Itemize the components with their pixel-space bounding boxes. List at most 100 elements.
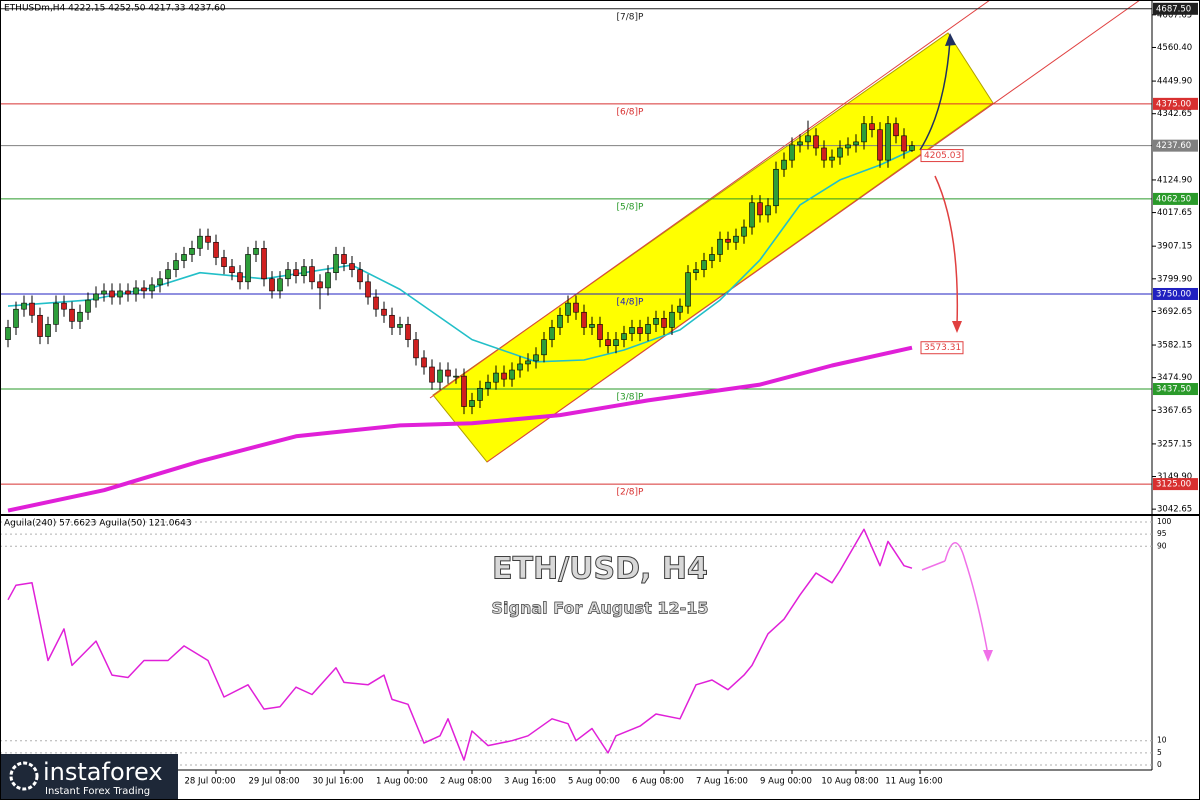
candle-body [613, 339, 619, 346]
candle-body [565, 302, 571, 316]
overlay-title: ETH/USD, H4 [492, 552, 708, 587]
y-tick-label: 3474.90 [1157, 373, 1192, 383]
price-axis: 4667.65 4560.40 4449.90 4342.65 4124.90 4017.… [1151, 0, 1198, 770]
level-box [1153, 2, 1198, 15]
candle-body [413, 339, 419, 359]
forecast-line [921, 560, 946, 571]
logo-icon [9, 761, 39, 791]
level-label: 4237.60 [1156, 141, 1191, 151]
candle-body [421, 357, 427, 368]
arrow-up [919, 39, 951, 151]
candle-body [181, 254, 187, 261]
candle-body [733, 235, 739, 243]
candle-body [125, 290, 131, 295]
candle-body [293, 269, 299, 277]
candle-body [13, 308, 19, 328]
level-name: [6/8]P [617, 107, 645, 117]
x-tick-label: 10 Aug 08:00 [821, 777, 878, 787]
x-tick-label: 11 Aug 16:00 [885, 777, 942, 787]
candle-body [77, 311, 83, 322]
candle-body [173, 260, 179, 270]
level-box [1153, 97, 1198, 110]
y-tick-label: 3042.65 [1157, 505, 1192, 515]
candle-body [365, 281, 371, 298]
trend-line [486, 0, 1141, 463]
y-tick-label: 4124.90 [1157, 175, 1192, 185]
drawings-front: 4205.03 3573.31 [919, 33, 964, 355]
candle-body [373, 296, 379, 310]
candle-body [93, 293, 99, 301]
candle-body [133, 287, 139, 295]
candle-body [725, 238, 731, 243]
y-tick-label: 3149.90 [1157, 472, 1192, 482]
candle-body [821, 147, 827, 161]
candle-body [909, 145, 915, 151]
candle-body [709, 254, 715, 261]
candle-body [325, 272, 331, 289]
candle-body [661, 318, 667, 328]
candle-body [869, 123, 875, 131]
y-tick-label: 3257.15 [1157, 439, 1192, 449]
candle-body [877, 129, 883, 161]
moving-average [7, 345, 913, 513]
candle-body [405, 324, 411, 340]
candle-body [109, 290, 115, 298]
level-name: [5/8]P [617, 202, 645, 212]
candle-body [781, 159, 787, 170]
level-box [1153, 478, 1198, 491]
x-tick-label: 7 Aug 16:00 [696, 777, 748, 787]
candle-body [525, 360, 531, 365]
candle-body [885, 123, 891, 161]
candle-body [637, 327, 643, 334]
candle-body [605, 339, 611, 346]
x-tick-label: 30 Jul 16:00 [313, 777, 364, 787]
candle-body [21, 302, 27, 310]
candles [5, 116, 915, 415]
candle-body [253, 248, 259, 255]
indicator-tick-label: 5 [1157, 748, 1162, 757]
candle-body [309, 266, 315, 283]
indicator-tick-label: 0 [1157, 760, 1162, 769]
candle-body [485, 381, 491, 389]
price-note-box [920, 341, 964, 355]
logo-box [0, 754, 178, 800]
candle-body [541, 339, 547, 356]
candle-body [5, 327, 11, 340]
logo: instaforex Instant Forex Trading [0, 754, 178, 800]
indicator-tick-label: 90 [1157, 541, 1167, 550]
y-tick-label: 4342.65 [1157, 109, 1192, 119]
candle-body [693, 269, 699, 273]
candle-body [701, 260, 707, 270]
overlay-subtitle: Signal For August 12-15 [492, 599, 709, 618]
candle-body [141, 287, 147, 292]
x-tick-label: 9 Aug 00:00 [760, 777, 812, 787]
candle-body [61, 302, 67, 310]
candle-body [589, 324, 595, 328]
time-axis: 28 Jul 00:00 29 Jul 08:00 30 Jul 16:00 1 Au… [185, 770, 943, 787]
arrow-head [983, 650, 993, 662]
candle-body [101, 290, 107, 295]
candle-body [69, 308, 75, 322]
candle-body [429, 366, 435, 383]
candle-body [533, 354, 539, 362]
price-note-box [920, 149, 964, 163]
candle-body [645, 324, 651, 334]
level-box [1153, 139, 1198, 152]
candle-body [437, 369, 443, 383]
y-tick-label: 3582.15 [1157, 341, 1192, 351]
candle-body [557, 314, 563, 328]
candle-body [205, 235, 211, 243]
x-tick-label: 5 Aug 00:00 [568, 777, 620, 787]
brand: instaforex [43, 758, 163, 786]
level-label: 3437.50 [1156, 385, 1191, 395]
x-tick-label: 29 Jul 08:00 [249, 777, 300, 787]
candle-body [765, 205, 771, 216]
candle-body [741, 226, 747, 237]
candle-body [197, 235, 203, 249]
levels: [7/8]P [6/8]P [5/8]P [4/8]P [3/8]P [2/8]P [0, 8, 1152, 498]
indicator-tick-label: 10 [1157, 736, 1167, 745]
candle-body [677, 305, 683, 313]
candle-body [773, 168, 779, 207]
level-box [1153, 383, 1198, 396]
